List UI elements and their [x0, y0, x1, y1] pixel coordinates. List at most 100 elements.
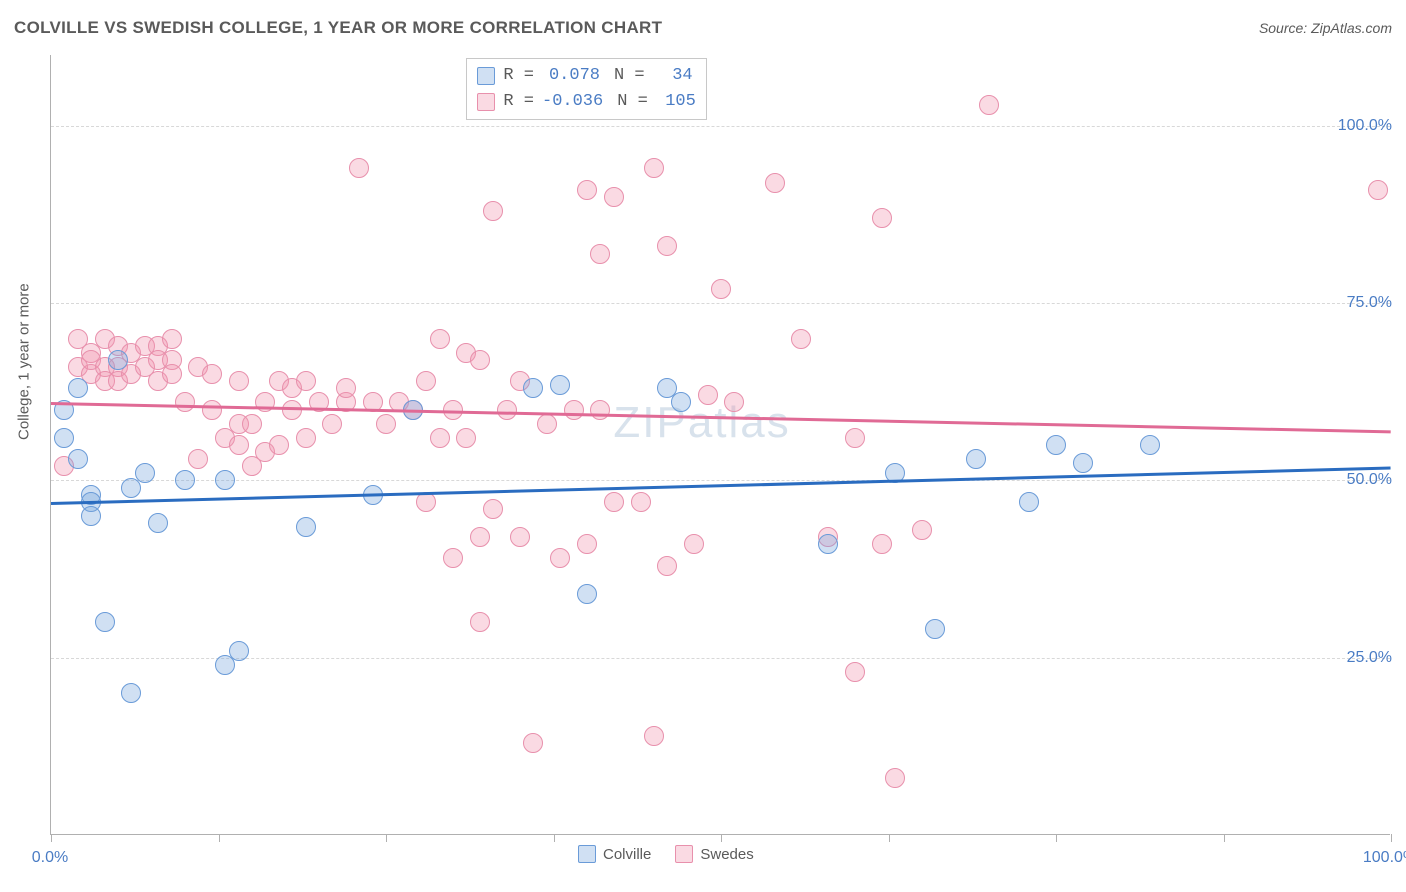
gridline: [51, 658, 1390, 659]
scatter-point: [644, 726, 664, 746]
scatter-point: [885, 768, 905, 788]
gridline: [51, 303, 1390, 304]
scatter-point: [202, 400, 222, 420]
scatter-point: [175, 392, 195, 412]
scatter-point: [684, 534, 704, 554]
scatter-point: [510, 527, 530, 547]
legend-label: Colville: [603, 846, 651, 863]
scatter-point: [188, 449, 208, 469]
n-value: 105: [656, 89, 696, 115]
x-tick: [1056, 834, 1057, 842]
scatter-point: [497, 400, 517, 420]
scatter-point: [644, 158, 664, 178]
scatter-point: [925, 619, 945, 639]
scatter-point: [175, 470, 195, 490]
r-value: -0.036: [542, 89, 603, 115]
scatter-point: [148, 513, 168, 533]
scatter-point: [336, 378, 356, 398]
scatter-point: [430, 329, 450, 349]
scatter-point: [296, 517, 316, 537]
scatter-point: [108, 350, 128, 370]
scatter-point: [215, 470, 235, 490]
scatter-point: [162, 364, 182, 384]
scatter-point: [657, 236, 677, 256]
scatter-point: [966, 449, 986, 469]
scatter-point: [577, 584, 597, 604]
scatter-point: [550, 375, 570, 395]
scatter-point: [872, 208, 892, 228]
n-value: 34: [653, 63, 693, 89]
scatter-point: [416, 371, 436, 391]
gridline: [51, 126, 1390, 127]
scatter-point: [229, 371, 249, 391]
x-tick: [889, 834, 890, 842]
chart-title: COLVILLE VS SWEDISH COLLEGE, 1 YEAR OR M…: [14, 18, 662, 38]
scatter-point: [590, 244, 610, 264]
x-tick: [721, 834, 722, 842]
scatter-point: [604, 187, 624, 207]
scatter-point: [430, 428, 450, 448]
scatter-point: [1046, 435, 1066, 455]
scatter-point: [349, 158, 369, 178]
scatter-point: [1073, 453, 1093, 473]
y-tick-label: 50.0%: [1347, 471, 1392, 489]
stats-row: R =0.078 N =34: [477, 63, 695, 89]
scatter-point: [470, 350, 490, 370]
scatter-point: [470, 612, 490, 632]
scatter-point: [443, 548, 463, 568]
scatter-point: [872, 534, 892, 554]
scatter-point: [845, 662, 865, 682]
scatter-point: [95, 612, 115, 632]
scatter-point: [698, 385, 718, 405]
scatter-point: [229, 435, 249, 455]
stats-row: R =-0.036 N =105: [477, 89, 695, 115]
legend-swatch: [675, 845, 693, 863]
x-tick: [219, 834, 220, 842]
legend-swatch: [578, 845, 596, 863]
scatter-point: [68, 449, 88, 469]
scatter-point: [121, 683, 141, 703]
scatter-point: [296, 428, 316, 448]
scatter-point: [1019, 492, 1039, 512]
scatter-point: [577, 534, 597, 554]
scatter-point: [604, 492, 624, 512]
scatter-point: [845, 428, 865, 448]
scatter-point: [523, 733, 543, 753]
scatter-point: [68, 378, 88, 398]
scatter-point: [711, 279, 731, 299]
scatter-point: [537, 414, 557, 434]
scatter-point: [657, 556, 677, 576]
scatter-point: [483, 201, 503, 221]
scatter-point: [296, 371, 316, 391]
scatter-point: [255, 392, 275, 412]
scatter-point: [242, 414, 262, 434]
legend-label: Swedes: [700, 846, 753, 863]
scatter-point: [523, 378, 543, 398]
y-axis-title: College, 1 year or more: [16, 283, 33, 440]
legend-swatch: [477, 67, 495, 85]
scatter-point: [765, 173, 785, 193]
scatter-point: [322, 414, 342, 434]
scatter-point: [1368, 180, 1388, 200]
scatter-point: [376, 414, 396, 434]
scatter-point: [590, 400, 610, 420]
source-label: Source: ZipAtlas.com: [1259, 20, 1392, 36]
watermark: ZIPatlas: [613, 398, 790, 448]
y-tick-label: 75.0%: [1347, 294, 1392, 312]
y-tick-label: 25.0%: [1347, 649, 1392, 667]
scatter-point: [135, 463, 155, 483]
legend-swatch: [477, 93, 495, 111]
scatter-point: [912, 520, 932, 540]
scatter-point: [979, 95, 999, 115]
scatter-point: [229, 641, 249, 661]
scatter-point: [1140, 435, 1160, 455]
scatter-point: [671, 392, 691, 412]
x-tick-label: 100.0%: [1363, 849, 1406, 867]
scatter-point: [470, 527, 490, 547]
gridline: [51, 480, 1390, 481]
r-value: 0.078: [542, 63, 600, 89]
scatter-point: [54, 428, 74, 448]
x-tick: [1391, 834, 1392, 842]
scatter-point: [577, 180, 597, 200]
scatter-point: [631, 492, 651, 512]
